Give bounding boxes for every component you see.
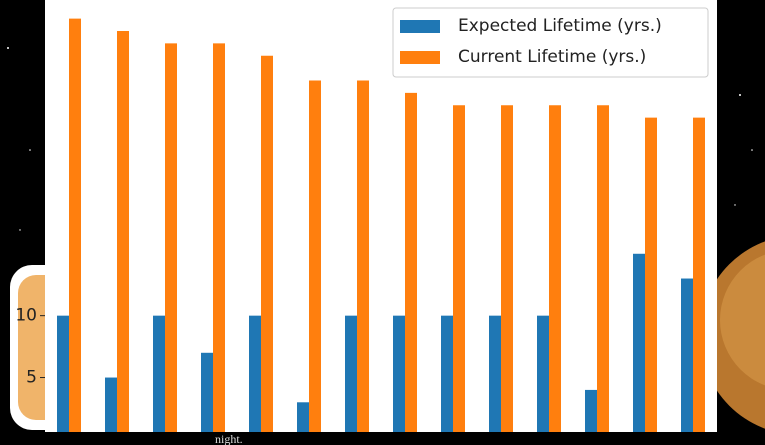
bar	[69, 18, 81, 432]
bar	[213, 43, 225, 433]
star	[734, 204, 736, 206]
bar	[393, 315, 405, 432]
legend-box	[392, 7, 709, 78]
marks	[57, 18, 705, 433]
bar	[537, 315, 549, 432]
bar	[297, 402, 309, 432]
bar	[645, 117, 657, 433]
bar	[201, 352, 213, 432]
star	[19, 229, 21, 231]
star	[29, 149, 31, 151]
bar	[345, 315, 357, 432]
legend-swatch	[400, 51, 440, 64]
bar	[585, 389, 597, 432]
bar	[249, 315, 261, 432]
bar	[261, 55, 273, 432]
legend-label: Expected Lifetime (yrs.)	[458, 16, 662, 36]
legend-label: Current Lifetime (yrs.)	[458, 47, 646, 67]
bar	[153, 315, 165, 432]
star	[751, 149, 753, 151]
y-tick-label: 10	[15, 306, 37, 326]
bar	[489, 315, 501, 432]
bar	[501, 105, 513, 433]
bar	[441, 315, 453, 432]
bar	[549, 105, 561, 433]
bar	[681, 278, 693, 432]
bar	[453, 105, 465, 433]
bar	[57, 315, 69, 432]
legend-swatch	[400, 20, 440, 33]
stars	[7, 47, 753, 231]
bar	[309, 80, 321, 433]
bar	[117, 30, 129, 433]
bar	[633, 253, 645, 432]
bar	[105, 377, 117, 432]
bar	[405, 92, 417, 432]
bar	[597, 105, 609, 433]
star	[739, 94, 741, 96]
legend: Expected Lifetime (yrs.) Current Lifetime…	[392, 7, 709, 78]
bar	[165, 43, 177, 433]
planet-highlight	[720, 254, 765, 386]
y-tick-label: 5	[26, 368, 37, 388]
bar	[357, 80, 369, 433]
background-text: night.	[215, 432, 243, 445]
star	[7, 47, 9, 49]
bar	[693, 117, 705, 433]
